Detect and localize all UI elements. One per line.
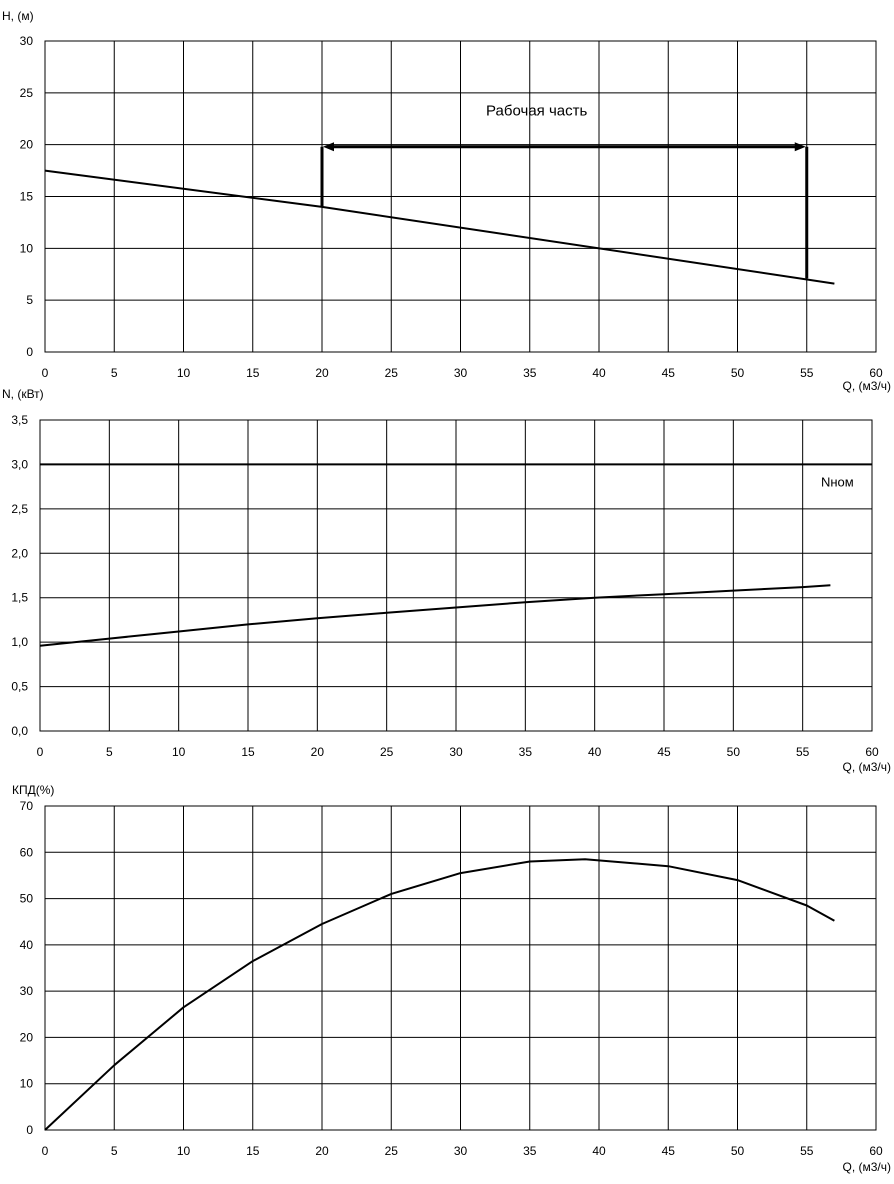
y-tick-label: 3,0 — [11, 457, 28, 471]
chart-2: 0 5 10 15 20 25 30 35 40 45 50 55 60 0,0 0,5 1,0 1,5 2,0 2… — [2, 387, 891, 774]
x-tick-label: 35 — [519, 745, 533, 759]
x-tick-label: 45 — [662, 366, 676, 380]
arrow-left-head — [323, 142, 334, 152]
y-axis-title: N, (кВт) — [2, 387, 44, 401]
x-axis-title: Q, (м3/ч) — [842, 1160, 891, 1174]
x-tick-label: 15 — [241, 745, 255, 759]
x-tick-label: 30 — [454, 366, 468, 380]
y-tick-label: 3,5 — [11, 413, 28, 427]
y-tick-label: 0,5 — [11, 680, 28, 694]
y-tick-label: 0,0 — [11, 724, 28, 738]
plot-frame — [44, 40, 877, 353]
y-tick-label: 10 — [20, 241, 34, 255]
x-tick-label: 35 — [523, 1144, 537, 1158]
x-tick-label: 40 — [592, 366, 606, 380]
x-tick-label: 50 — [727, 745, 741, 759]
y-tick-label: 30 — [20, 984, 34, 998]
x-tick-label: 40 — [592, 1144, 606, 1158]
x-tick-label: 50 — [731, 366, 745, 380]
y-tick-label: 40 — [20, 938, 34, 952]
x-tick-label: 5 — [106, 745, 113, 759]
x-tick-label: 55 — [800, 1144, 814, 1158]
y-tick-label: 20 — [20, 138, 34, 152]
y-tick-label: 60 — [20, 845, 34, 859]
x-tick-label: 30 — [454, 1144, 468, 1158]
plot-frame — [44, 805, 877, 1131]
y-tick-label: 1,0 — [11, 635, 28, 649]
annotation-label: Nном — [821, 475, 854, 490]
x-tick-label: 60 — [869, 366, 883, 380]
chart-3: 0 5 10 15 20 25 30 35 40 45 50 55 60 0 10 20 30 40 50 60 70 К… — [12, 783, 891, 1174]
y-tick-label: 0 — [26, 345, 33, 359]
y-tick-label: 2,0 — [11, 546, 28, 560]
y-axis-title: Н, (м) — [2, 9, 34, 23]
x-tick-label: 50 — [731, 1144, 745, 1158]
y-tick-label: 50 — [20, 892, 34, 906]
series-line-1 — [44, 169, 835, 285]
series-line-1 — [39, 584, 831, 647]
x-tick-label: 35 — [523, 366, 537, 380]
x-tick-label: 60 — [865, 745, 879, 759]
y-tick-label: 30 — [20, 34, 34, 48]
x-tick-label: 40 — [588, 745, 602, 759]
x-tick-label: 55 — [796, 745, 810, 759]
x-tick-label: 15 — [246, 1144, 260, 1158]
x-tick-label: 30 — [449, 745, 463, 759]
x-tick-label: 25 — [380, 745, 394, 759]
y-tick-label: 15 — [20, 190, 34, 204]
x-tick-label: 20 — [311, 745, 325, 759]
x-tick-label: 10 — [172, 745, 186, 759]
y-tick-label: 1,5 — [11, 591, 28, 605]
x-tick-label: 10 — [177, 366, 191, 380]
chart-1: 0 5 10 15 20 25 30 35 40 45 50 55 60 0 5 10 15 20 25 30 Н, (… — [2, 9, 891, 393]
x-tick-label: 0 — [42, 366, 49, 380]
y-axis-title: КПД(%) — [12, 783, 54, 797]
x-tick-label: 5 — [111, 366, 118, 380]
x-tick-label: 0 — [42, 1144, 49, 1158]
x-tick-label: 60 — [869, 1144, 883, 1158]
x-tick-label: 55 — [800, 366, 814, 380]
x-tick-label: 45 — [662, 1144, 676, 1158]
x-tick-label: 15 — [246, 366, 260, 380]
y-tick-label: 0 — [26, 1123, 33, 1137]
y-tick-label: 70 — [20, 799, 34, 813]
x-tick-label: 20 — [315, 1144, 329, 1158]
annotation-label: Рабочая часть — [486, 103, 587, 120]
x-tick-label: 10 — [177, 1144, 191, 1158]
y-tick-label: 5 — [26, 293, 33, 307]
x-axis-title: Q, (м3/ч) — [842, 760, 891, 774]
x-tick-label: 0 — [37, 745, 44, 759]
arrow-right-head — [794, 142, 806, 152]
plot-frame — [39, 419, 873, 732]
x-tick-label: 5 — [111, 1144, 118, 1158]
x-tick-label: 45 — [657, 745, 671, 759]
y-tick-label: 2,5 — [11, 502, 28, 516]
x-axis-title: Q, (м3/ч) — [842, 379, 891, 393]
x-tick-label: 25 — [385, 366, 399, 380]
x-tick-label: 25 — [385, 1144, 399, 1158]
y-tick-label: 10 — [20, 1077, 34, 1091]
x-tick-label: 20 — [315, 366, 329, 380]
y-tick-label: 20 — [20, 1030, 34, 1044]
series-line-1 — [44, 858, 835, 1131]
y-tick-label: 25 — [20, 86, 34, 100]
